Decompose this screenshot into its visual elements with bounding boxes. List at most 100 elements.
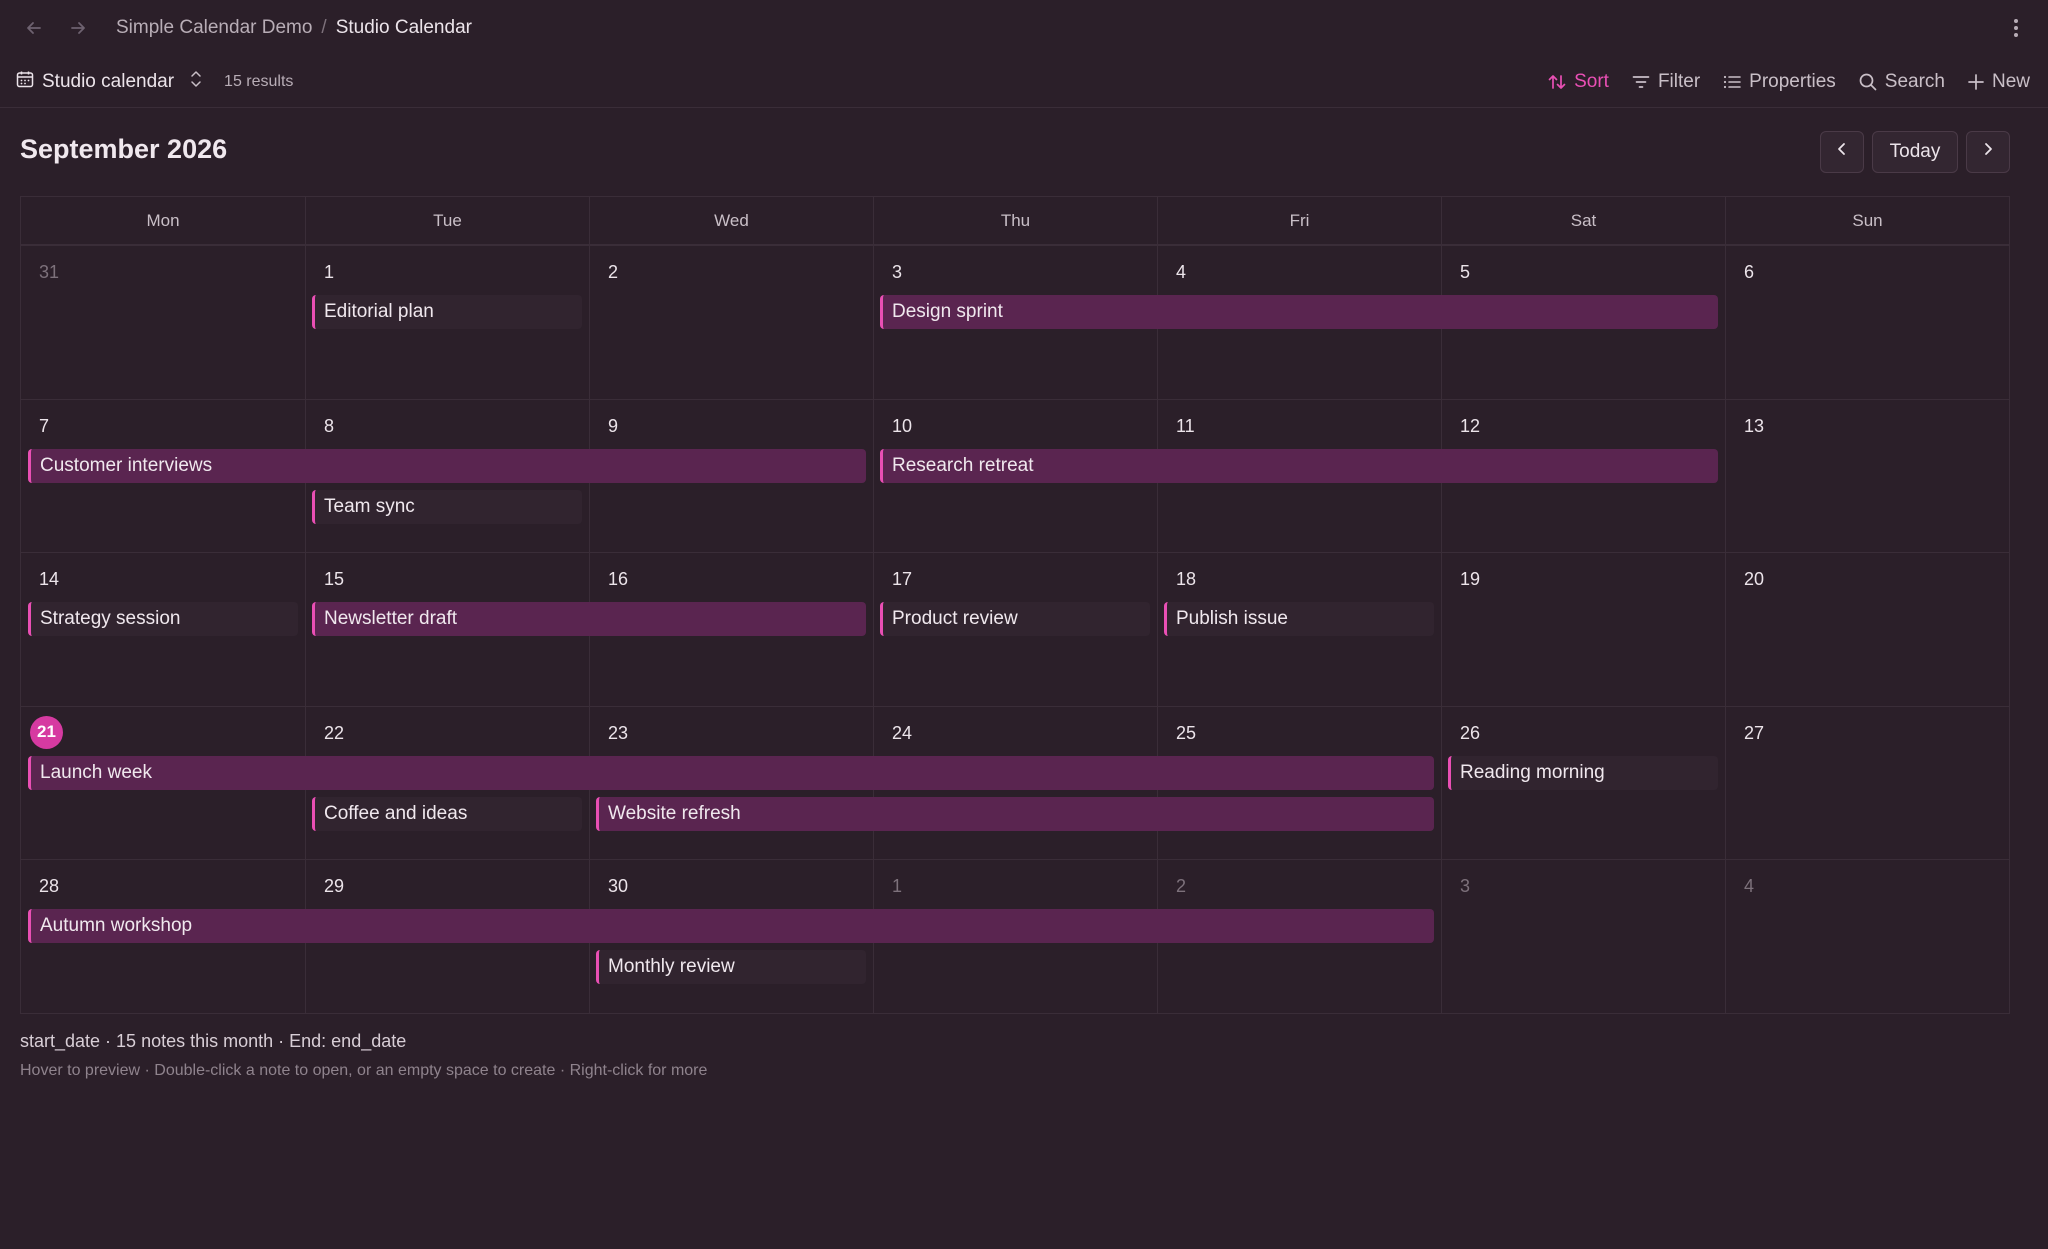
calendar-event[interactable]: Publish issue (1164, 602, 1434, 637)
forward-arrow-icon[interactable] (64, 14, 92, 42)
weekday-header-wed: Wed (589, 197, 873, 245)
today-date-badge: 21 (30, 715, 63, 749)
day-number: 16 (608, 569, 629, 590)
day-cell[interactable]: 18 (1157, 552, 1441, 706)
calendar-event[interactable]: Design sprint (880, 295, 1718, 329)
day-cell[interactable]: 17 (873, 552, 1157, 706)
calendar-grid: Mon Tue Wed Thu Fri Sat Sun 31 1 2 3 4 5 6 7 8 9 10 11 12 1… (20, 196, 2010, 1014)
day-cell[interactable]: 20 (1725, 552, 2009, 706)
calendar-event[interactable]: Team sync (312, 489, 582, 524)
day-number: 13 (1744, 415, 1765, 436)
filter-label: Filter (1657, 71, 1701, 92)
calendar-event[interactable]: Research retreat (880, 448, 1718, 483)
day-number: 9 (608, 415, 619, 436)
weekday-header-sat: Sat (1441, 197, 1725, 245)
breadcrumb-current[interactable]: Studio Calendar (335, 17, 472, 38)
day-number: 15 (324, 569, 345, 590)
calendar-event[interactable]: Newsletter draft (312, 602, 866, 637)
calendar-event[interactable]: Customer interviews (28, 448, 866, 483)
day-cell[interactable]: 2 (589, 245, 873, 399)
day-number: 3 (1460, 876, 1471, 897)
weekday-header-thu: Thu (873, 197, 1157, 245)
day-number: 1 (324, 262, 335, 282)
calendar-event[interactable]: Strategy session (28, 602, 298, 637)
day-cell[interactable]: 10 (873, 398, 1157, 553)
day-number: 4 (1176, 262, 1187, 282)
day-number: 12 (1460, 415, 1481, 436)
day-number: 30 (608, 876, 629, 897)
day-cell[interactable]: 1 (305, 245, 589, 399)
previous-month-button[interactable] (1820, 131, 1864, 173)
day-cell[interactable]: 3 (1441, 859, 1725, 1013)
new-label: New (1991, 71, 2030, 92)
chevron-left-icon (1835, 141, 1849, 163)
day-cell[interactable]: 26 (1441, 705, 1725, 860)
month-title: September 2026 (20, 134, 228, 164)
day-cell[interactable]: 15 (305, 552, 589, 706)
breadcrumb-parent[interactable]: Simple Calendar Demo (116, 17, 313, 38)
month-navigation: Today (1820, 131, 2010, 173)
day-number: 4 (1744, 876, 1755, 897)
calendar-event[interactable]: Launch week (28, 755, 1434, 790)
calendar-event[interactable]: Product review (880, 602, 1150, 637)
day-number: 8 (324, 415, 335, 436)
next-month-button[interactable] (1966, 131, 2010, 173)
day-number: 23 (608, 722, 629, 743)
weekday-header-mon: Mon (146, 211, 180, 230)
search-icon (1858, 72, 1878, 92)
calendar-event[interactable]: Editorial plan (312, 295, 582, 329)
view-picker[interactable]: Studio calendar (16, 70, 202, 94)
day-number: 3 (892, 262, 903, 282)
day-number: 10 (892, 415, 913, 436)
day-cell[interactable]: 19 (1441, 552, 1725, 706)
calendar-event[interactable]: Website refresh (596, 796, 1434, 831)
calendar-event[interactable]: Reading morning (1448, 755, 1718, 790)
breadcrumb: Simple Calendar Demo / Studio Calendar (116, 17, 472, 39)
breadcrumb-separator: / (321, 17, 327, 38)
day-cell[interactable]: 31 (21, 245, 305, 399)
weekday-header-tue: Tue (305, 197, 589, 245)
calendar-event[interactable]: Coffee and ideas (312, 796, 582, 831)
day-cell[interactable]: 14 (21, 552, 305, 706)
day-number: 7 (39, 415, 50, 436)
more-vertical-icon[interactable] (2004, 14, 2028, 42)
day-number: 2 (608, 262, 619, 282)
weekday-header-row: Mon Tue Wed Thu Fri Sat Sun (21, 197, 2009, 245)
filter-button[interactable]: Filter (1631, 71, 1700, 93)
new-button[interactable]: New (1967, 71, 2030, 93)
day-number: 24 (892, 722, 913, 743)
chevron-updown-icon (190, 70, 202, 94)
back-arrow-icon[interactable] (20, 14, 48, 42)
day-cell[interactable]: 13 (1725, 398, 2009, 553)
calendar-event[interactable]: Monthly review (596, 950, 866, 985)
today-button[interactable]: Today (1872, 131, 1958, 173)
day-number: 28 (39, 876, 60, 897)
sort-button[interactable]: Sort (1547, 71, 1609, 93)
properties-button[interactable]: Properties (1722, 71, 1836, 93)
sort-label: Sort (1574, 71, 1609, 92)
search-label: Search (1884, 71, 1945, 92)
footer-hint: Hover to preview · Double-click a note t… (20, 1062, 708, 1079)
toolbar-actions: Sort Filter Properties Search New (1547, 56, 2030, 108)
day-cell[interactable]: 28 (21, 859, 305, 1013)
search-button[interactable]: Search (1858, 71, 1945, 93)
day-cell[interactable]: 27 (1725, 705, 2009, 860)
day-number: 17 (892, 569, 913, 590)
calendar-event[interactable]: Autumn workshop (28, 909, 1434, 944)
day-cell[interactable]: 21 (21, 705, 305, 860)
day-number: 18 (1176, 569, 1197, 590)
day-number: 6 (1744, 262, 1755, 282)
day-cell[interactable]: 3 (873, 245, 1157, 399)
day-number: 19 (1460, 569, 1481, 590)
top-bar: Simple Calendar Demo / Studio Calendar (0, 0, 2048, 56)
day-cell[interactable]: 7 (21, 398, 305, 553)
day-number: 11 (1176, 415, 1195, 436)
day-cell[interactable]: 4 (1725, 859, 2009, 1013)
day-number: 29 (324, 876, 345, 897)
day-number: 5 (1460, 262, 1471, 282)
day-number: 2 (1176, 876, 1187, 897)
day-number: 26 (1460, 722, 1481, 743)
day-cell[interactable]: 6 (1725, 245, 2009, 399)
weekday-header-fri: Fri (1157, 197, 1441, 245)
footer-summary: start_date · 15 notes this month · End: … (20, 1031, 407, 1051)
